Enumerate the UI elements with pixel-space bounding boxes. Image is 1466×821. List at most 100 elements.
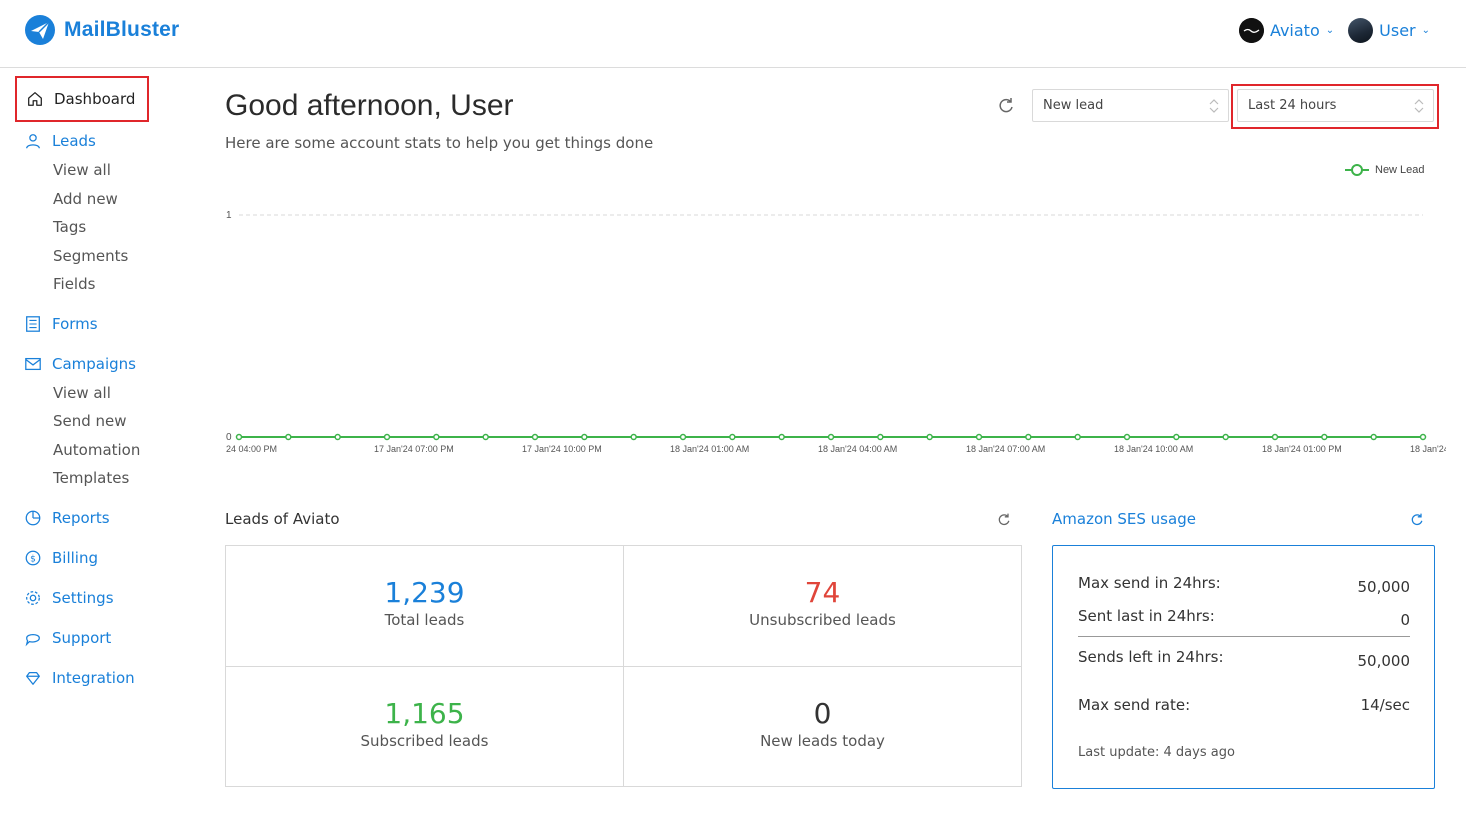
sidebar-subitem-leads-view-all[interactable]: View all — [53, 161, 111, 179]
sort-arrows-icon — [1209, 99, 1219, 113]
data-point — [926, 433, 933, 441]
user-avatar — [1348, 18, 1374, 43]
data-point — [877, 433, 884, 441]
chat-bubble-icon — [25, 633, 40, 647]
ses-sends-left-row: Sends left in 24hrs: 50,000 — [1078, 648, 1410, 670]
sort-arrows-icon — [1414, 99, 1424, 113]
data-point — [1419, 433, 1427, 441]
ses-value: 50,000 — [1357, 578, 1411, 596]
account-avatar — [1238, 18, 1264, 43]
sidebar-subitem-leads-tags[interactable]: Tags — [53, 218, 87, 236]
data-point — [1271, 433, 1279, 441]
sidebar-item-label: Leads — [52, 132, 96, 150]
sidebar-item-leads[interactable]: Leads — [24, 132, 96, 150]
sidebar-item-integration[interactable]: Integration — [24, 669, 135, 687]
data-point — [679, 433, 687, 441]
sidebar-item-label: Support — [52, 629, 112, 647]
x-tick-label: 18 Jan'24 10:00 AM — [1114, 444, 1193, 454]
sidebar-subitem-campaigns-templates[interactable]: Templates — [53, 469, 130, 487]
home-icon — [28, 92, 42, 106]
stat-label: Total leads — [384, 611, 465, 629]
x-tick-label: 18 Jan'24 01:00 AM — [670, 444, 749, 454]
data-point — [1370, 433, 1377, 441]
stat-value: 0 — [813, 697, 832, 730]
data-point — [383, 433, 391, 441]
data-point — [334, 433, 341, 441]
user-menu[interactable]: User ⌄ — [1348, 18, 1430, 43]
metric-select[interactable]: New lead — [1032, 89, 1229, 122]
refresh-icon[interactable] — [996, 96, 1016, 116]
user-icon — [26, 134, 40, 149]
x-tick-label: 18 Jan'24 01:00 PM — [1262, 444, 1342, 454]
ses-label: Sent last in 24hrs: — [1078, 607, 1215, 625]
x-tick-label: 18 Jan'24 07:00 AM — [966, 444, 1045, 454]
sidebar-item-campaigns[interactable]: Campaigns — [24, 355, 136, 373]
sidebar-subitem-campaigns-send-new[interactable]: Send new — [53, 412, 127, 430]
page-subtitle: Here are some account stats to help you … — [225, 134, 654, 152]
range-select[interactable]: Last 24 hours — [1237, 89, 1434, 122]
metric-select-value: New lead — [1043, 98, 1104, 113]
data-point — [1074, 433, 1081, 441]
brand-logo[interactable]: MailBluster — [24, 14, 179, 46]
stat-subscribed-leads[interactable]: 1,165 Subscribed leads — [226, 667, 623, 787]
x-tick-label: 17 Jan'24 10:00 PM — [522, 444, 602, 454]
stat-unsubscribed-leads[interactable]: 74 Unsubscribed leads — [624, 546, 1021, 666]
x-tick-label: 17 Jan'24 07:00 PM — [374, 444, 454, 454]
divider — [226, 666, 1021, 667]
ses-value: 14/sec — [1360, 696, 1410, 714]
envelope-icon — [25, 357, 41, 371]
stat-new-leads-today[interactable]: 0 New leads today — [624, 667, 1021, 787]
top-bar: MailBluster Aviato ⌄ User ⌄ — [0, 0, 1466, 68]
chevron-down-icon: ⌄ — [1325, 25, 1335, 36]
range-select-highlight — [1231, 84, 1439, 129]
sidebar-subitem-leads-fields[interactable]: Fields — [53, 275, 96, 293]
range-select-value: Last 24 hours — [1248, 98, 1337, 113]
sidebar-item-billing[interactable]: $ Billing — [24, 549, 98, 567]
sidebar-item-label: Dashboard — [54, 90, 136, 108]
leads-stats-panel: 1,239 Total leads 74 Unsubscribed leads … — [225, 545, 1022, 787]
ses-sent-last-row: Sent last in 24hrs: 0 — [1078, 607, 1410, 629]
stat-label: Unsubscribed leads — [749, 611, 896, 629]
ses-last-update: Last update: 4 days ago — [1078, 745, 1235, 760]
sidebar-item-support[interactable]: Support — [24, 629, 111, 647]
refresh-icon[interactable] — [1409, 512, 1425, 528]
account-menu[interactable]: Aviato ⌄ — [1238, 18, 1335, 43]
stat-label: Subscribed leads — [360, 732, 489, 750]
sidebar-subitem-leads-segments[interactable]: Segments — [53, 247, 129, 265]
stat-total-leads[interactable]: 1,239 Total leads — [226, 546, 623, 666]
y-tick-label: 1 — [226, 210, 232, 221]
sidebar-item-label: Integration — [52, 669, 135, 687]
ses-usage-panel: Max send in 24hrs: 50,000 Sent last in 2… — [1052, 545, 1435, 789]
data-point — [778, 433, 785, 441]
refresh-icon[interactable] — [996, 512, 1012, 528]
sidebar-item-settings[interactable]: Settings — [24, 589, 114, 607]
data-point — [1025, 433, 1032, 441]
sidebar-item-label: Forms — [52, 315, 98, 333]
data-point — [1222, 433, 1229, 441]
paper-plane-logo-icon — [25, 15, 55, 45]
data-point — [531, 433, 539, 441]
data-point — [1321, 433, 1328, 441]
sidebar-item-dashboard[interactable]: Dashboard — [15, 76, 149, 122]
sidebar-item-label: Campaigns — [52, 355, 137, 373]
sidebar-item-label: Reports — [52, 509, 110, 527]
sidebar-subitem-leads-add-new[interactable]: Add new — [53, 190, 118, 208]
sidebar-item-reports[interactable]: Reports — [24, 509, 110, 527]
ses-value: 0 — [1400, 611, 1410, 629]
pie-chart-icon — [25, 510, 41, 526]
divider — [1078, 636, 1410, 637]
ses-usage-link[interactable]: Amazon SES usage — [1052, 510, 1196, 528]
data-point — [729, 433, 736, 441]
sidebar-item-forms[interactable]: Forms — [24, 315, 98, 333]
x-tick-label: 24 04:00 PM — [226, 444, 277, 454]
new-lead-line-chart: 0 1 24 04:00 PM 17 Jan'24 07:00 PM 17 Jan'24… — [226, 164, 1446, 454]
sidebar-subitem-campaigns-automation[interactable]: Automation — [53, 441, 141, 459]
ses-max-rate-row: Max send rate: 14/sec — [1078, 696, 1410, 714]
page-title: Good afternoon, User — [225, 89, 514, 122]
sidebar-subitem-campaigns-view-all[interactable]: View all — [53, 384, 111, 402]
ses-label: Sends left in 24hrs: — [1078, 648, 1224, 666]
data-point — [630, 433, 637, 441]
data-point — [285, 433, 292, 441]
data-point — [827, 433, 835, 441]
data-point — [433, 433, 440, 441]
